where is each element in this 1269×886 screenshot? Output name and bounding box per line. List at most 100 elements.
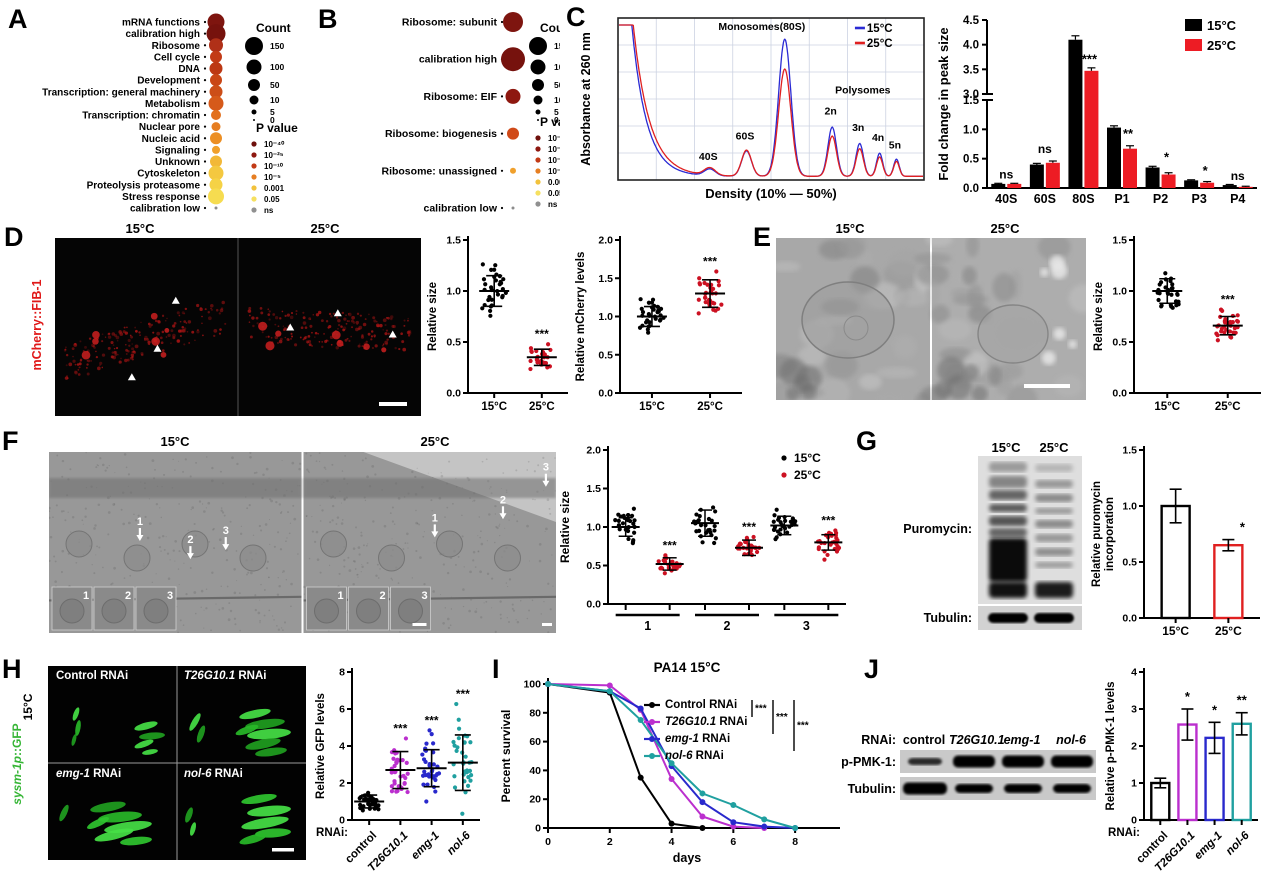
svg-text:Ribosome: EIF: Ribosome: EIF	[423, 91, 497, 103]
panel-d-relative-size-plot: 0.0 0.5 1.0 1.5 Relative size 15°C *** 25°C	[424, 226, 572, 431]
svg-text:8: 8	[339, 667, 345, 679]
panel-e-title-15c: 15°C	[835, 221, 865, 236]
svg-text:P value: P value	[256, 121, 298, 135]
panel-d-side-label: mCherry::FIB-1	[30, 279, 44, 371]
svg-text:0.5: 0.5	[963, 154, 980, 166]
svg-text:emg-1: emg-1	[1192, 830, 1224, 862]
panel-d-fluorescence-image	[55, 238, 421, 416]
svg-text:1: 1	[337, 590, 343, 602]
panel-g-tubulin-label: Tubulin:	[923, 611, 972, 625]
svg-text:2: 2	[379, 590, 385, 602]
svg-text:0.0: 0.0	[598, 388, 613, 400]
svg-text:nol-6: nol-6	[1224, 829, 1252, 857]
svg-text:Count: Count	[540, 21, 560, 35]
panel-j-ppmk1-bar-chart: 0 1 2 3 4 Relative p-PMK-1 levels control * T26G…	[1100, 658, 1264, 886]
svg-text:calibration high: calibration high	[126, 29, 200, 40]
svg-text:***: ***	[703, 255, 717, 269]
svg-text:2.0: 2.0	[586, 445, 601, 457]
svg-text:10⁻⁴⁰: 10⁻⁴⁰	[548, 134, 560, 143]
svg-text:Control RNAi: Control RNAi	[665, 699, 737, 711]
svg-text:0: 0	[545, 836, 551, 848]
svg-text:2: 2	[724, 619, 731, 633]
svg-text:0.0: 0.0	[446, 388, 461, 400]
svg-text:1.0: 1.0	[1122, 501, 1137, 513]
panel-h-quadrant-label-nol6: nol-6 RNAi	[184, 768, 243, 780]
svg-text:Nuclear pore: Nuclear pore	[139, 122, 201, 133]
panel-j-lane-emg1: emg-1	[1003, 733, 1041, 747]
svg-text:10⁻⁵: 10⁻⁵	[548, 167, 560, 176]
svg-text:***: ***	[821, 514, 835, 528]
svg-text:Ribosome: subunit: Ribosome: subunit	[402, 17, 498, 29]
svg-text:Absorbance at 260 nm: Absorbance at 260 nm	[579, 32, 593, 165]
svg-text:Signaling: Signaling	[155, 145, 200, 156]
svg-text:1.5: 1.5	[1122, 445, 1137, 457]
svg-text:150: 150	[270, 41, 284, 51]
svg-text:P4: P4	[1230, 192, 1245, 206]
svg-text:Relative puromycin: Relative puromycin	[1091, 481, 1103, 587]
svg-text:Transcription: general machine: Transcription: general machinery	[42, 87, 200, 98]
svg-text:100: 100	[554, 62, 560, 72]
svg-text:10⁻²⁵: 10⁻²⁵	[264, 151, 284, 160]
svg-text:0.0: 0.0	[963, 183, 979, 195]
svg-text:*: *	[1212, 702, 1218, 717]
panel-h-gene-label: sysm-1p	[10, 755, 24, 805]
svg-text:3n: 3n	[852, 122, 864, 134]
svg-text:*: *	[1164, 150, 1170, 165]
svg-text:5: 5	[270, 107, 275, 117]
panel-g-lane-15c: 15°C	[991, 440, 1021, 455]
svg-text:1.5: 1.5	[598, 273, 613, 285]
svg-text:4: 4	[669, 836, 675, 848]
svg-text:15°C: 15°C	[639, 401, 665, 413]
svg-text:3: 3	[223, 525, 229, 537]
svg-text:0.0: 0.0	[1112, 388, 1127, 400]
svg-text:Unknown: Unknown	[155, 157, 200, 168]
svg-text:10: 10	[270, 95, 280, 105]
svg-text:***: ***	[1221, 293, 1235, 307]
svg-text:RNAi:: RNAi:	[316, 827, 348, 839]
svg-text:Relative size: Relative size	[558, 491, 572, 563]
svg-text:15°C: 15°C	[1162, 624, 1189, 638]
svg-text:P3: P3	[1191, 192, 1206, 206]
svg-text:P2: P2	[1153, 192, 1168, 206]
panel-letter-g: G	[856, 426, 878, 456]
svg-text:3: 3	[1131, 704, 1137, 716]
panel-h-gfp-image	[48, 666, 306, 860]
svg-text:8: 8	[792, 836, 798, 848]
svg-text:3: 3	[421, 590, 427, 602]
svg-text:emg-1: emg-1	[409, 830, 441, 862]
svg-text:15°C: 15°C	[1207, 18, 1237, 33]
svg-text:40S: 40S	[699, 151, 718, 163]
panel-c-polysome-profile: Monosomes(80S) 40S 60S Polysomes 2n 3n 4n 5n 15°…	[578, 8, 930, 216]
svg-text:80S: 80S	[1072, 192, 1094, 206]
svg-text:***: ***	[755, 704, 767, 715]
svg-text:0: 0	[339, 815, 345, 827]
svg-text:***: ***	[797, 721, 809, 732]
svg-text:0: 0	[554, 115, 559, 125]
svg-text:***: ***	[663, 538, 677, 552]
svg-text:Relative size: Relative size	[1093, 282, 1105, 351]
svg-text:3: 3	[167, 590, 173, 602]
svg-text:ns: ns	[264, 206, 274, 215]
svg-text:1.0: 1.0	[1112, 286, 1127, 298]
panel-d-mcherry-levels-plot: 0.0 0.5 1.0 1.5 2.0 Relative mCherry levels 15…	[572, 226, 746, 431]
svg-text:0.5: 0.5	[446, 337, 461, 349]
svg-text:0: 0	[535, 823, 541, 835]
svg-text:10⁻¹⁰: 10⁻¹⁰	[264, 162, 284, 171]
panel-g-tubulin-blot	[978, 606, 1082, 630]
svg-text:10⁻¹⁰: 10⁻¹⁰	[548, 156, 560, 165]
svg-text:25°C: 25°C	[1215, 401, 1241, 413]
svg-text:60S: 60S	[1034, 192, 1056, 206]
svg-text:P value: P value	[540, 115, 560, 129]
svg-text:PA14 15°C: PA14 15°C	[654, 660, 721, 675]
svg-text:1.0: 1.0	[586, 522, 601, 534]
svg-text:6: 6	[339, 704, 345, 716]
svg-text:Relative GFP levels: Relative GFP levels	[315, 693, 327, 799]
panel-letter-f: F	[2, 426, 19, 456]
svg-text:Density (10% — 50%): Density (10% — 50%)	[705, 186, 837, 201]
svg-text:25°C: 25°C	[1215, 624, 1242, 638]
svg-text:Monosomes(80S): Monosomes(80S)	[718, 21, 805, 33]
svg-text:20: 20	[529, 794, 541, 806]
svg-text:10: 10	[554, 95, 560, 105]
svg-text:2: 2	[500, 494, 506, 506]
svg-text:***: ***	[535, 327, 549, 341]
